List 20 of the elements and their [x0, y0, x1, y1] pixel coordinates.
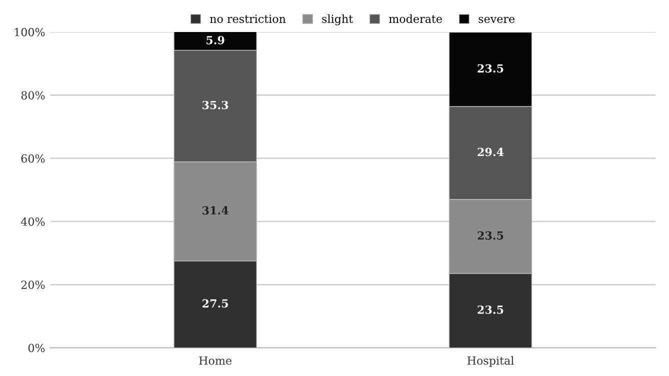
x-tick-label: Hospital [467, 356, 514, 367]
data-label: 29.4 [478, 148, 504, 156]
y-tick-label: 40% [20, 217, 45, 226]
y-tick-label: 20% [21, 280, 45, 290]
legend-label: no restriction [210, 14, 286, 23]
legend-label: slight [322, 14, 353, 26]
data-label: 23.5 [478, 306, 504, 314]
x-tick-label: Home [199, 356, 232, 365]
legend-label: moderate [389, 14, 442, 23]
legend-label: severe [478, 16, 515, 23]
data-label: 23.5 [478, 64, 504, 73]
data-label: 5.9 [206, 36, 224, 44]
y-tick-label: 80% [21, 91, 45, 100]
data-label: 35.3 [202, 100, 228, 110]
y-tick-label: 60% [21, 154, 45, 163]
y-tick-label: 100% [14, 28, 45, 36]
data-label: 23.5 [478, 231, 504, 240]
data-label: 27.5 [202, 299, 228, 308]
data-label: 31.4 [202, 206, 228, 215]
y-tick-label: 0% [28, 344, 45, 352]
